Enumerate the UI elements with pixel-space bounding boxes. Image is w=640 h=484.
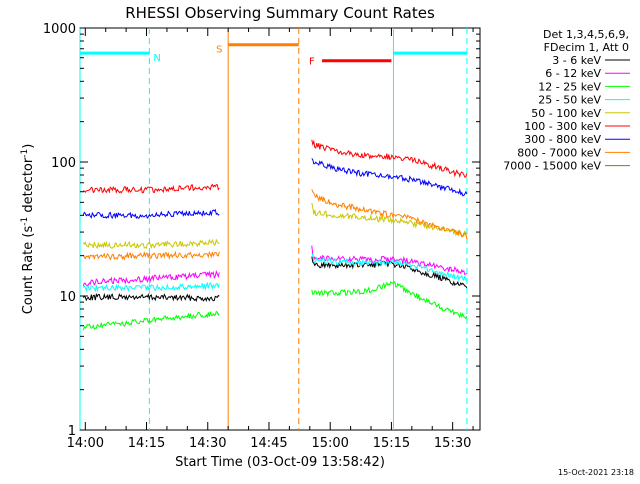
series-line — [82, 292, 220, 303]
legend-label: 25 - 50 keV — [538, 94, 601, 107]
series-lines — [82, 139, 468, 331]
chart-title: RHESSI Observing Summary Count Rates — [125, 4, 435, 22]
series-line — [82, 281, 220, 293]
series-line — [82, 208, 220, 220]
y-tick-label: 100 — [51, 156, 76, 171]
axis-ticks: 14:00 14:15 14:30 14:45 15:00 15:15 15:30 1 10 10… — [43, 22, 480, 451]
series-line — [311, 253, 467, 282]
marker-lines — [79, 28, 468, 430]
x-tick-label: 14:45 — [250, 436, 287, 451]
series-line — [311, 139, 468, 178]
state-bar-label: N — [153, 53, 160, 64]
series-line — [83, 183, 220, 195]
legend-label: 50 - 100 keV — [531, 107, 601, 120]
legend-label: 800 - 7000 keV — [517, 146, 601, 159]
series-line — [311, 280, 468, 320]
legend-label: 6 - 12 keV — [545, 67, 601, 80]
legend-label: 100 - 300 keV — [524, 120, 601, 133]
x-tick-label: 14:15 — [128, 436, 165, 451]
footer-date: 15-Oct-2021 23:18 — [558, 468, 634, 477]
legend-header-line: FDecim 1, Att 0 — [544, 41, 629, 54]
y-tick-label: 10 — [59, 290, 76, 305]
legend-label: 300 - 800 keV — [524, 133, 601, 146]
state-bar-label: S — [216, 45, 222, 56]
legend: Det 1,3,4,5,6,9, FDecim 1, Att 0 3 - 6 k… — [503, 28, 630, 173]
y-axis-label: Count Rate (s-1 detector-1) — [20, 144, 36, 315]
series-line — [311, 158, 468, 197]
y-label-part: Count Rate (s — [21, 226, 36, 315]
y-label-part: detector — [21, 157, 36, 217]
series-line — [311, 256, 468, 289]
series-line — [82, 269, 220, 287]
y-label-sup: -1 — [20, 149, 30, 158]
series-line — [311, 202, 467, 237]
x-tick-label: 15:30 — [434, 436, 471, 451]
legend-label: 12 - 25 keV — [538, 80, 601, 93]
plot-frame — [79, 27, 481, 431]
legend-label: 3 - 6 keV — [552, 54, 601, 67]
legend-header-line: Det 1,3,4,5,6,9, — [543, 28, 629, 41]
series-line — [82, 238, 220, 250]
x-tick-label: 15:00 — [311, 436, 348, 451]
state-bar-label: F — [309, 57, 315, 68]
y-label-sup: -1 — [20, 217, 30, 226]
x-axis-label: Start Time (03-Oct-09 13:58:42) — [175, 455, 385, 470]
state-bars: N S F — [80, 43, 467, 68]
y-label-part: ) — [21, 144, 36, 149]
series-line — [82, 310, 220, 331]
series-line — [82, 250, 220, 261]
legend-label: 7000 - 15000 keV — [503, 160, 601, 173]
x-tick-label: 14:00 — [67, 436, 104, 451]
y-tick-label: 1000 — [43, 22, 76, 37]
x-tick-label: 15:15 — [373, 436, 410, 451]
series-line — [311, 189, 468, 240]
y-tick-label: 1 — [68, 424, 76, 439]
series-line — [311, 245, 468, 276]
x-tick-label: 14:30 — [189, 436, 226, 451]
